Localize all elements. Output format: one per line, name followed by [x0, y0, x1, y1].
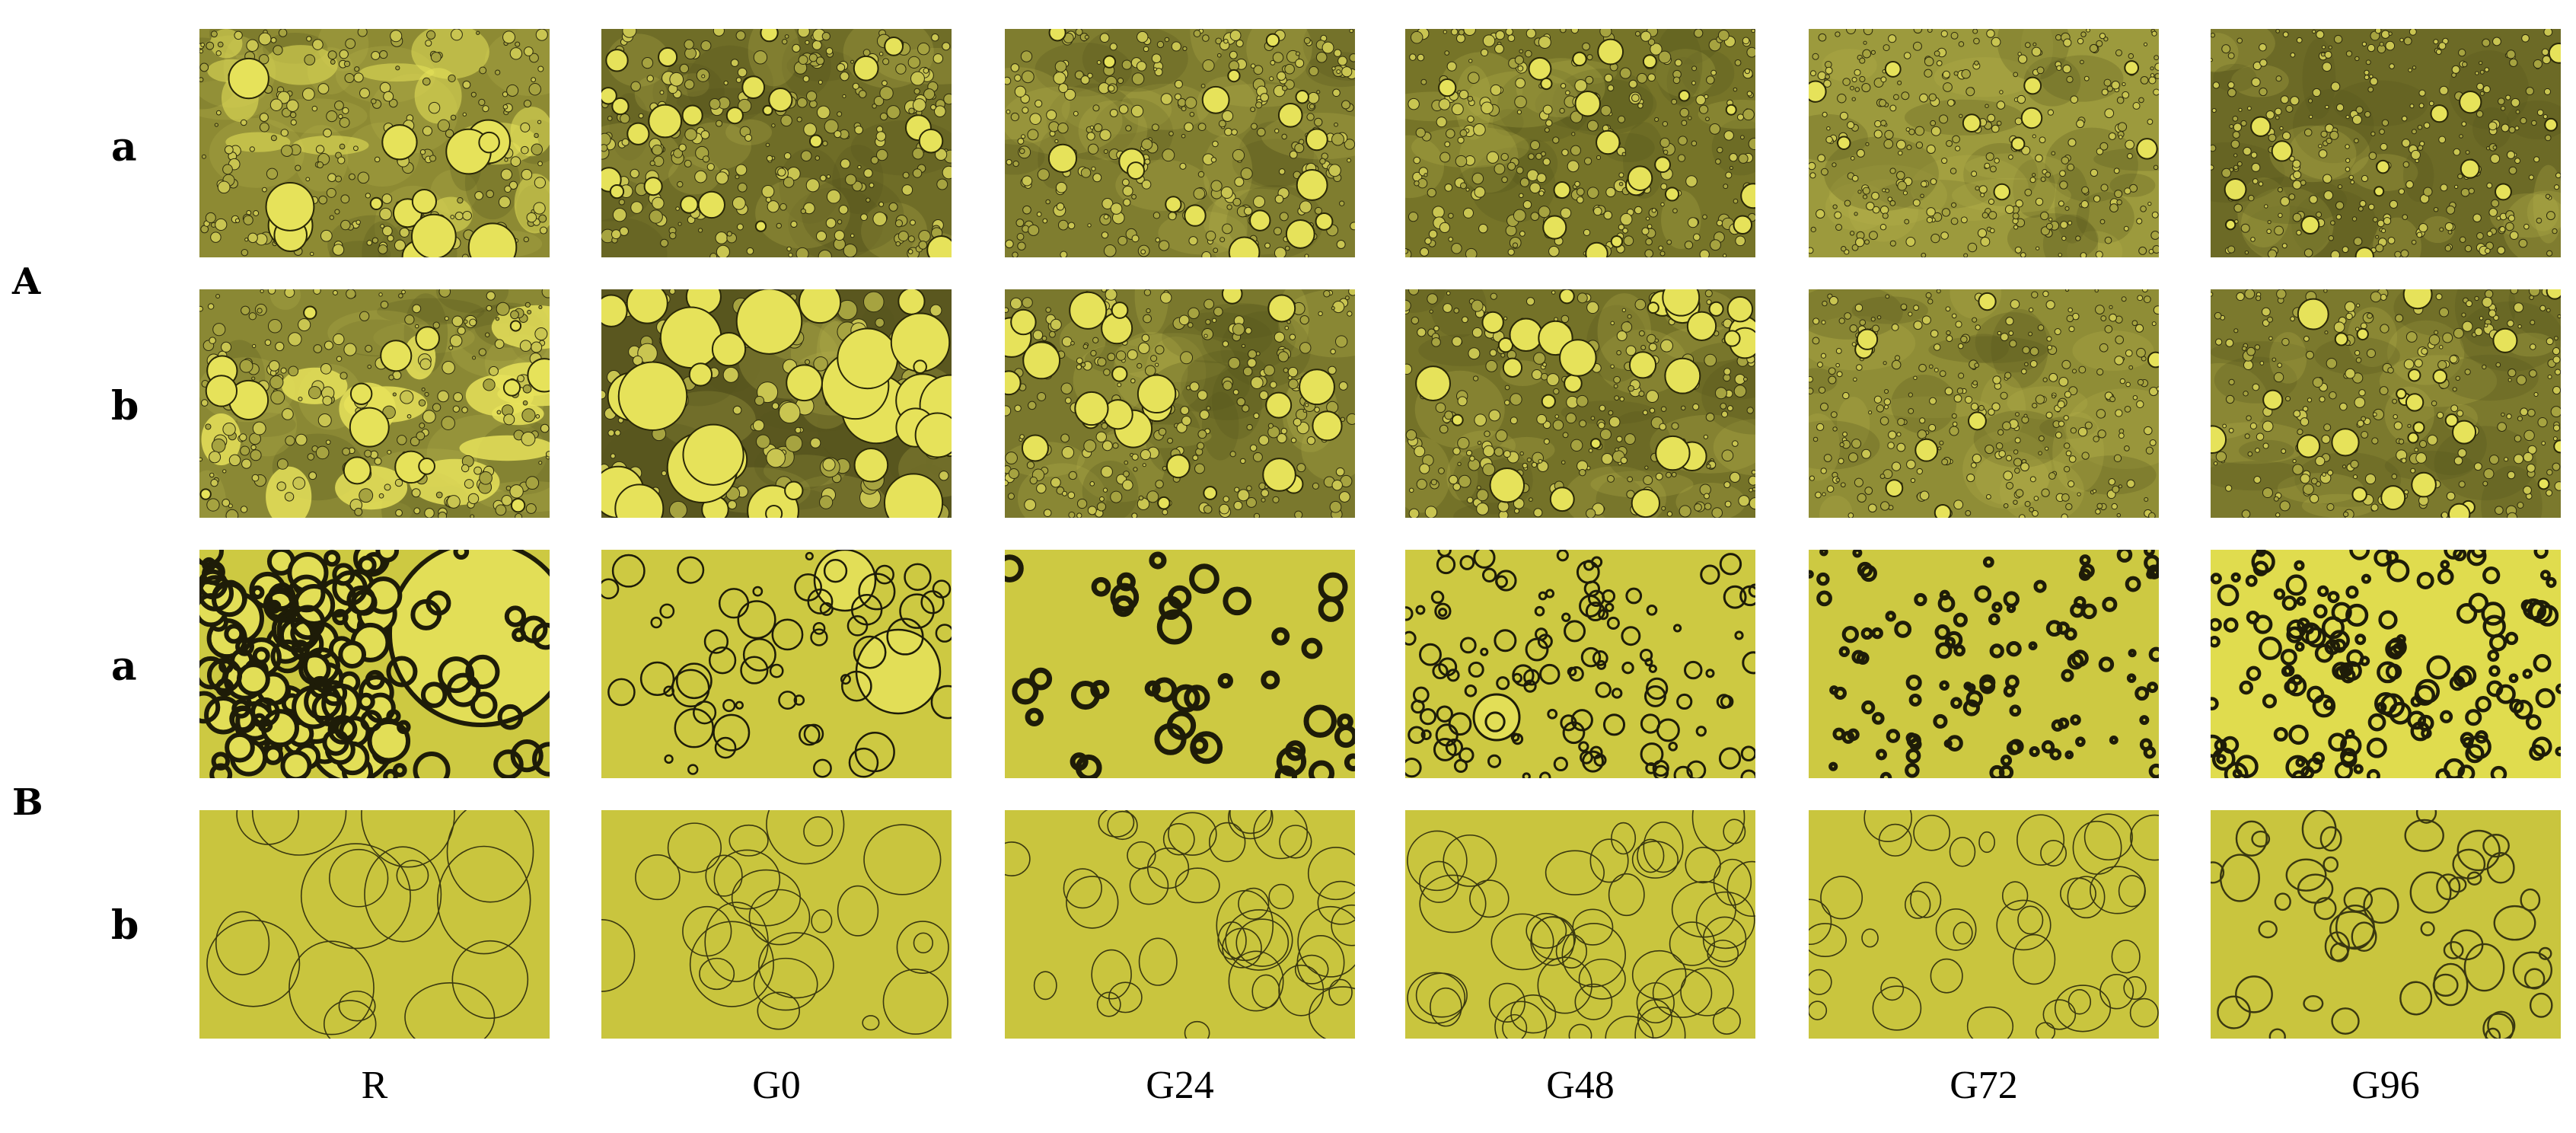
micrograph-tile: [601, 810, 952, 1039]
micrograph-tile: [601, 289, 952, 518]
micrograph-tile: [1809, 810, 2159, 1039]
micrograph-tile: [1809, 289, 2159, 518]
micrograph-tile: [1005, 29, 1355, 257]
micrograph-tile: [1405, 29, 1755, 257]
micrograph-tile: [199, 810, 550, 1039]
micrograph-tile: [1405, 550, 1755, 778]
micrograph-tile: [2211, 29, 2561, 257]
column-label-g48: G48: [1546, 1064, 1615, 1107]
group-label-a: A: [12, 260, 41, 303]
column-label-g72: G72: [1950, 1064, 2018, 1107]
row-label-a-a: a: [111, 124, 137, 171]
micrograph-tile: [199, 29, 550, 257]
micrograph-tile: [199, 289, 550, 518]
micrograph-tile: [601, 550, 952, 778]
group-label-b: B: [12, 781, 43, 824]
micrograph-tile: [1005, 289, 1355, 518]
row-label-b-b: b: [111, 902, 139, 949]
column-label-g24: G24: [1146, 1064, 1214, 1107]
micrograph-tile: [1005, 550, 1355, 778]
micrograph-tile: [199, 550, 550, 778]
micrograph-tile: [2211, 550, 2561, 778]
micrograph-tile: [2211, 810, 2561, 1039]
micrograph-tile: [1405, 810, 1755, 1039]
column-label-g96: G96: [2351, 1064, 2420, 1107]
row-label-a-b: b: [111, 383, 139, 429]
column-label-r: R: [361, 1064, 388, 1107]
micrograph-tile: [601, 29, 952, 257]
micrograph-tile: [1809, 29, 2159, 257]
column-label-g0: G0: [752, 1064, 801, 1107]
row-label-b-a: a: [111, 643, 137, 690]
micrograph-tile: [1809, 550, 2159, 778]
micrograph-tile: [1405, 289, 1755, 518]
micrograph-tile: [2211, 289, 2561, 518]
micrograph-tile: [1005, 810, 1355, 1039]
